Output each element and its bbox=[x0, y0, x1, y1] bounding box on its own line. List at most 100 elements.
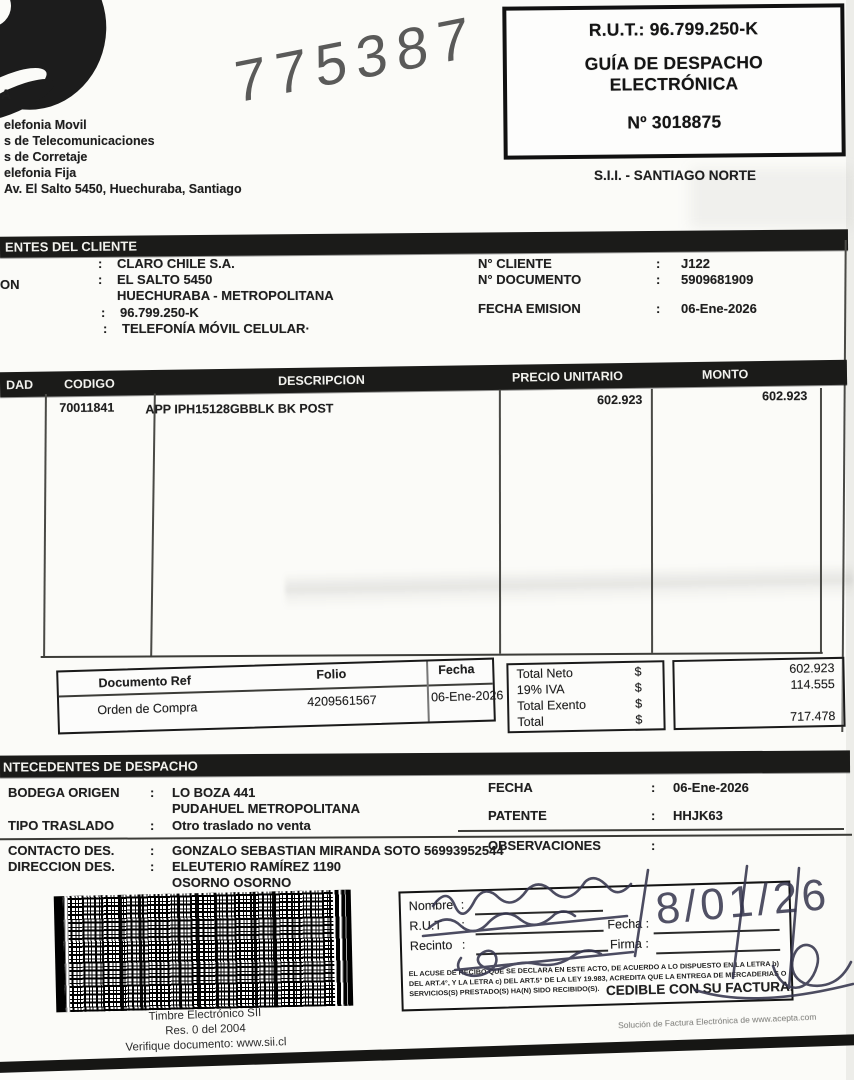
client-rut: 96.799.250-K bbox=[120, 305, 199, 320]
item-descripcion: APP IPH15128GBBLK BK POST bbox=[145, 401, 334, 417]
items-table-body: 70011841 APP IPH15128GBBLK BK POST 602.9… bbox=[0, 387, 854, 662]
separator: : bbox=[150, 785, 155, 800]
item-monto: 602.923 bbox=[762, 389, 808, 404]
col-precio-unitario: PRECIO UNITARIO bbox=[511, 368, 623, 385]
currency-sign: $ bbox=[635, 712, 643, 727]
sii-pdf417-barcode bbox=[53, 889, 354, 1013]
dispatch-fecha-value: 06-Ene-2026 bbox=[673, 780, 749, 795]
field-label: N° DOCUMENTO bbox=[478, 272, 582, 287]
separator: : bbox=[98, 256, 103, 271]
separator: : bbox=[651, 808, 656, 823]
client-label-fragment: ON bbox=[0, 277, 20, 292]
separator: : bbox=[98, 272, 103, 287]
emission-date-value: 06-Ene-2026 bbox=[681, 301, 757, 316]
iva-value: 114.555 bbox=[790, 676, 835, 692]
contacto-des-label: CONTACTO DES. bbox=[8, 843, 115, 858]
client-section-title: ENTES DEL CLIENTE bbox=[4, 238, 138, 255]
bodega-origen-value-2: PUDAHUEL METROPOLITANA bbox=[172, 801, 361, 816]
company-line: Av. El Salto 5450, Huechuraba, Santiago bbox=[4, 182, 242, 196]
separator: : bbox=[656, 272, 661, 287]
handwritten-date-text: 8/01/26 bbox=[654, 870, 832, 934]
document-number-value: 5909681909 bbox=[681, 272, 754, 287]
timbre-caption: Timbre Electrónico SII Res. 0 del 2004 V… bbox=[67, 1003, 343, 1058]
separator: : bbox=[656, 256, 661, 271]
table-column-line bbox=[43, 393, 47, 659]
currency-sign: $ bbox=[634, 664, 642, 679]
client-row: : bbox=[98, 272, 102, 287]
separator: : bbox=[150, 818, 155, 833]
separator: : bbox=[150, 843, 155, 858]
col-cantidad: DAD bbox=[5, 377, 34, 392]
totals-section: Total Neto $ 602.923 19% IVA $ 114.555 T… bbox=[506, 656, 847, 736]
handwritten-strike-line bbox=[421, 914, 629, 938]
patente-label: PATENTE bbox=[488, 808, 547, 823]
ref-folio-value: 4209561567 bbox=[306, 693, 377, 710]
item-precio-unitario: 602.923 bbox=[597, 392, 643, 408]
ref-column-line bbox=[426, 661, 430, 722]
stamp-number: Nº 3018875 bbox=[627, 111, 722, 133]
dispatch-section-header: NTECEDENTES DE DESPACHO bbox=[0, 750, 851, 778]
total-exento-label: Total Exento bbox=[517, 697, 587, 714]
client-address-2: HUECHURABA - METROPOLITANA bbox=[117, 288, 334, 303]
separator: : bbox=[101, 305, 106, 320]
handwritten-signature-loop bbox=[771, 943, 853, 990]
field-label: N° CLIENTE bbox=[478, 256, 552, 271]
col-descripcion: DESCRIPCION bbox=[277, 372, 365, 388]
client-section-header: ENTES DEL CLIENTE bbox=[0, 229, 849, 258]
total-value: 717.478 bbox=[790, 708, 836, 724]
stamp-doc-type-1: GUÍA DE DESPACHO bbox=[584, 52, 764, 74]
client-row: : bbox=[101, 305, 105, 320]
separator: : bbox=[103, 321, 108, 336]
handwritten-date-slash bbox=[787, 866, 801, 990]
ref-header-folio: Folio bbox=[316, 666, 347, 682]
ref-doc-type: Orden de Compra bbox=[97, 700, 198, 718]
separator: : bbox=[656, 301, 661, 316]
stamp-doc-type-2: ELECTRÓNICA bbox=[609, 73, 739, 95]
company-line: elefonia Movil bbox=[4, 118, 87, 132]
contacto-des-value: GONZALO SEBASTIAN MIRANDA SOTO 569939525… bbox=[172, 843, 504, 858]
company-line: s de Telecomunicaciones bbox=[4, 134, 155, 148]
handwritten-signature-tail bbox=[693, 982, 854, 1000]
handwritten-date-slash bbox=[633, 868, 650, 958]
currency-sign: $ bbox=[635, 696, 643, 711]
ref-fecha-value: 06-Ene-2026 bbox=[430, 688, 504, 705]
direccion-des-value-2: OSORNO OSORNO bbox=[172, 875, 292, 890]
reference-documents-table: Documento Ref Folio Fecha Orden de Compr… bbox=[56, 657, 504, 735]
dispatch-divider-line bbox=[0, 833, 852, 840]
company-line: s de Corretaje bbox=[4, 150, 88, 164]
item-codigo: 70011841 bbox=[59, 400, 115, 415]
bodega-origen-label: BODEGA ORIGEN bbox=[8, 785, 120, 800]
col-monto: MONTO bbox=[701, 366, 749, 382]
tipo-traslado-value: Otro traslado no venta bbox=[172, 818, 311, 833]
client-giro: TELEFONÍA MÓVIL CELULAR· bbox=[122, 321, 310, 336]
company-line: elefonia Fija bbox=[4, 166, 77, 180]
handwritten-date-slash bbox=[731, 864, 749, 980]
total-neto-label: Total Neto bbox=[516, 665, 573, 682]
claro-logo-fragment bbox=[0, 0, 107, 121]
dispatch-section-title: NTECEDENTES DE DESPACHO bbox=[2, 757, 198, 775]
client-row: : bbox=[98, 256, 102, 271]
table-column-line bbox=[819, 387, 822, 652]
client-address-1: EL SALTO 5450 bbox=[117, 272, 213, 287]
direccion-des-label: DIRECCION DES. bbox=[8, 859, 115, 874]
total-neto-value: 602.923 bbox=[789, 660, 835, 676]
client-name: CLARO CHILE S.A. bbox=[117, 256, 235, 271]
client-number-value: J122 bbox=[681, 256, 710, 271]
col-codigo: CODIGO bbox=[63, 376, 115, 391]
patente-value: HHJK63 bbox=[673, 808, 723, 823]
handwritten-signature-overlay: 8/01/26 bbox=[421, 864, 854, 1000]
iva-label: 19% IVA bbox=[516, 682, 565, 698]
fiscal-stamp-box: R.U.T.: 96.799.250-K GUÍA DE DESPACHO EL… bbox=[502, 3, 846, 160]
table-column-line bbox=[498, 389, 501, 654]
logo-text-fragment: A bbox=[1, 86, 12, 102]
handwritten-recinto-scribble bbox=[457, 949, 603, 978]
dispatch-fecha-label: FECHA bbox=[488, 780, 533, 795]
separator: : bbox=[150, 859, 155, 874]
ref-header-documento: Documento Ref bbox=[98, 673, 192, 691]
direccion-des-value-1: ELEUTERIO RAMÍREZ 1190 bbox=[172, 859, 342, 874]
table-column-line bbox=[650, 388, 653, 653]
client-row: : bbox=[103, 321, 107, 336]
field-label: FECHA EMISION bbox=[478, 301, 581, 316]
table-bottom-line bbox=[40, 651, 823, 658]
